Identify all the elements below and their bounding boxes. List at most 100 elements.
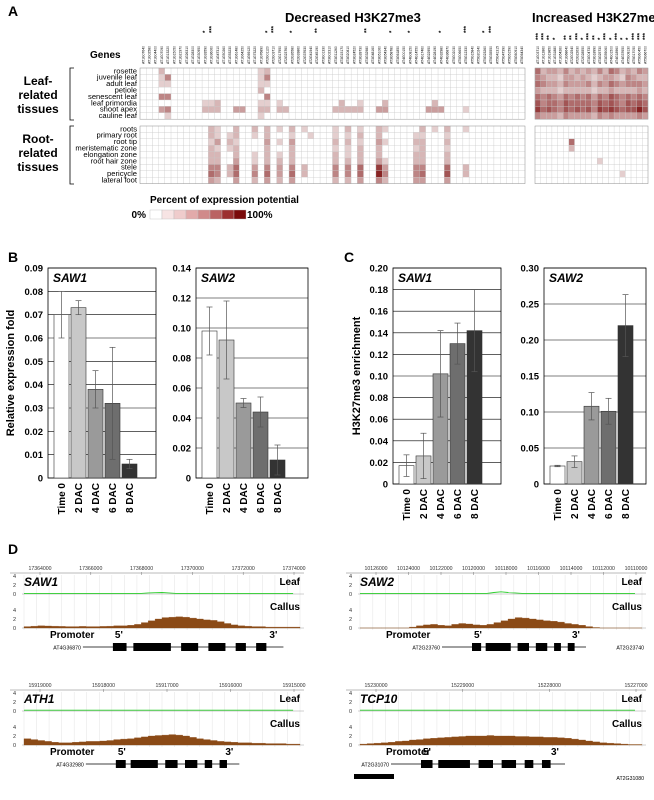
- increased-cell: [625, 106, 632, 113]
- decreased-cell: [189, 125, 197, 133]
- gene-label: AT1G68640: [564, 46, 568, 64]
- decreased-cell: [264, 157, 271, 165]
- decreased-cell: [195, 151, 203, 159]
- decreased-cell: [487, 170, 495, 178]
- decreased-cell: [332, 99, 339, 107]
- increased-cell: [546, 99, 553, 107]
- decreased-cell: [276, 74, 283, 81]
- decreased-cell: [357, 67, 364, 75]
- increased-cell: [574, 125, 581, 133]
- decreased-cell: [251, 138, 259, 146]
- decreased-cell: [146, 132, 153, 139]
- x-tick-label: 2 DAC: [74, 483, 85, 513]
- gene-label: AT5G08130: [626, 46, 630, 64]
- gene-label: AT5G02030: [452, 46, 456, 64]
- increased-cell: [540, 74, 547, 81]
- gene-label: AT2G23760: [284, 46, 288, 64]
- decreased-cell: [301, 74, 308, 81]
- decreased-cell: [456, 80, 464, 88]
- increased-cell: [619, 164, 626, 171]
- decreased-cell: [450, 164, 457, 171]
- increased-cell: [591, 170, 598, 178]
- leaf-signal: [24, 592, 294, 594]
- decreased-cell: [338, 157, 346, 165]
- decreased-cell: [177, 132, 184, 139]
- decreased-cell: [350, 138, 358, 146]
- row-label-root: pericycle: [107, 169, 137, 178]
- decreased-cell: [518, 112, 526, 120]
- decreased-cell: [444, 125, 451, 133]
- decreased-cell: [481, 125, 488, 133]
- decreased-cell: [183, 106, 190, 113]
- decreased-cell: [251, 157, 259, 165]
- decreased-cell: [239, 87, 246, 94]
- increased-cell: [625, 112, 632, 120]
- increased-cell: [568, 99, 575, 107]
- row-label-leaf: cauline leaf: [99, 111, 138, 120]
- decreased-cell: [518, 164, 526, 171]
- x-tick-label: 8 DAC: [125, 483, 136, 513]
- decreased-cell: [139, 67, 147, 75]
- significance-mark: ***: [643, 32, 649, 40]
- leaf-group-line3: tissues: [17, 102, 59, 116]
- increased-cell: [574, 67, 581, 75]
- decreased-cell: [158, 164, 165, 171]
- increased-frame: [534, 125, 649, 184]
- gene-label: AT2G22630: [576, 46, 580, 64]
- increased-cell: [580, 157, 587, 165]
- decreased-cell: [344, 87, 352, 94]
- decreased-cell: [431, 80, 439, 88]
- callus-signal: [360, 617, 642, 629]
- decreased-cell: [146, 112, 153, 120]
- decreased-cell: [500, 80, 507, 88]
- decreased-cell: [214, 170, 221, 178]
- increased-cell: [597, 67, 603, 75]
- decreased-cell: [388, 151, 395, 159]
- increased-cell: [591, 145, 598, 152]
- increased-cell: [630, 177, 637, 184]
- increased-cell: [602, 157, 609, 165]
- y-tick-label: 0: [534, 480, 539, 491]
- increased-cell: [585, 106, 592, 113]
- decreased-cell: [506, 67, 513, 75]
- decreased-cell: [226, 157, 234, 165]
- decreased-cell: [301, 170, 308, 178]
- increased-cell: [540, 157, 547, 165]
- decreased-cell: [419, 74, 426, 81]
- decreased-cell: [214, 99, 221, 107]
- increased-cell: [636, 87, 643, 94]
- increased-cell: [597, 170, 603, 178]
- decreased-cell: [413, 106, 420, 113]
- increased-cell: [574, 106, 581, 113]
- increased-cell: [602, 93, 609, 101]
- significance-mark: **: [315, 28, 321, 33]
- decreased-frame: [139, 125, 526, 184]
- increased-cell: [597, 112, 603, 120]
- decreased-cell: [276, 177, 283, 184]
- decreased-cell: [264, 177, 271, 184]
- decreased-cell: [301, 112, 308, 120]
- decreased-cell: [456, 132, 464, 139]
- decreased-cell: [450, 170, 457, 178]
- decreased-cell: [276, 151, 283, 159]
- decreased-cell: [226, 125, 234, 133]
- increased-cell: [568, 151, 575, 159]
- decreased-cell: [326, 106, 333, 113]
- decreased-cell: [475, 170, 482, 178]
- decreased-cell: [419, 132, 426, 139]
- decreased-cell: [214, 145, 221, 152]
- decreased-cell: [487, 87, 495, 94]
- gene-label: AT2G26580: [290, 46, 294, 64]
- decreased-cell: [413, 170, 420, 178]
- decreased-cell: [493, 125, 501, 133]
- bar: [549, 465, 566, 485]
- decreased-cell: [518, 125, 526, 133]
- decreased-cell: [251, 93, 259, 101]
- decreased-cell: [487, 99, 495, 107]
- decreased-cell: [456, 106, 464, 113]
- decreased-cell: [369, 112, 377, 120]
- decreased-cell: [319, 157, 327, 165]
- decreased-cell: [468, 177, 476, 184]
- decreased-cell: [437, 132, 445, 139]
- decreased-cell: [487, 80, 495, 88]
